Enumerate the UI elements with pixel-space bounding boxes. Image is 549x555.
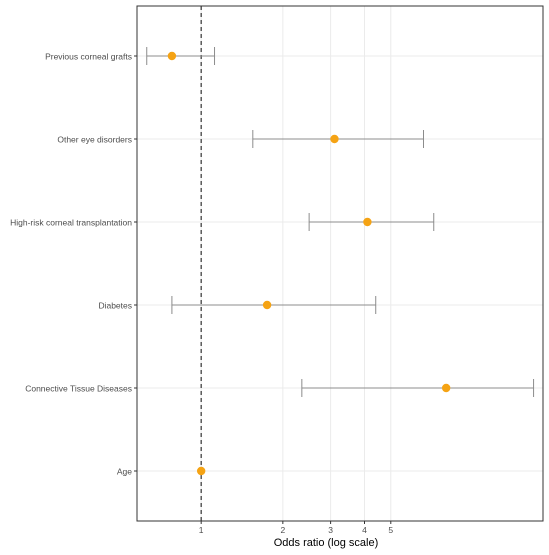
x-tick-label: 3 (328, 525, 333, 535)
point-estimate (262, 300, 272, 310)
panel-border (136, 5, 544, 522)
y-axis-tick-labels: Previous corneal grafts Other eye disorde… (10, 52, 137, 477)
y-tick-label: Other eye disorders (57, 135, 132, 145)
x-tick-label: 1 (199, 525, 204, 535)
x-axis-title: Odds ratio (log scale) (274, 537, 379, 549)
x-axis-tick-labels: 1 2 3 4 5 (199, 521, 393, 535)
point-estimate (441, 383, 451, 393)
y-tick-label: Age (117, 467, 132, 477)
y-tick-label: Diabetes (98, 301, 132, 311)
point-estimate (330, 134, 339, 144)
point-estimate (196, 466, 206, 476)
y-tick-label: Previous corneal grafts (45, 52, 132, 62)
point-estimate (363, 217, 372, 227)
x-tick-label: 4 (362, 525, 367, 535)
y-tick-label: Connective Tissue Diseases (25, 384, 132, 394)
point-estimate-layer (167, 51, 451, 476)
x-tick-label: 5 (388, 525, 393, 535)
point-estimate (167, 51, 177, 61)
grid-layer (137, 6, 543, 521)
x-tick-label: 2 (280, 525, 285, 535)
y-tick-label: High-risk corneal transplantation (10, 218, 132, 228)
